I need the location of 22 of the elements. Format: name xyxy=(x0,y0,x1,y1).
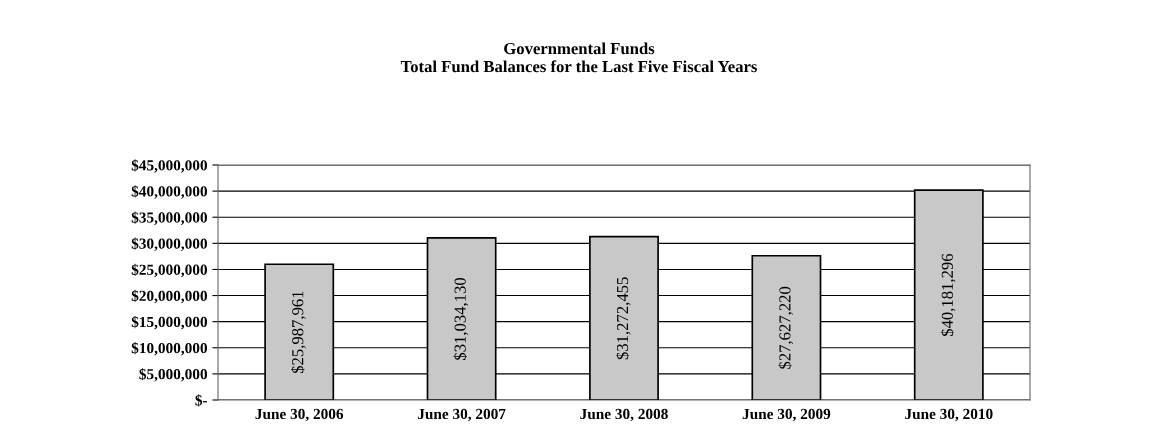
y-tick-label: $10,000,000 xyxy=(131,342,207,356)
y-tick-label: $45,000,000 xyxy=(131,159,207,173)
y-tick-label: $25,000,000 xyxy=(131,263,207,278)
data-label: $31,272,455 xyxy=(615,277,631,360)
data-label: $40,181,296 xyxy=(940,253,956,337)
y-tick-label: $35,000,000 xyxy=(131,211,207,225)
chart-title: Governmental Funds xyxy=(504,42,655,55)
data-label: $31,034,130 xyxy=(453,277,469,360)
y-tick-label: $5,000,000 xyxy=(139,368,207,382)
x-tick-label: June 30, 2009 xyxy=(742,408,831,422)
x-tick-label: June 30, 2010 xyxy=(905,408,993,422)
y-tick-label: $15,000,000 xyxy=(131,315,207,330)
y-tick-label: $30,000,000 xyxy=(131,237,207,251)
data-label: $25,987,961 xyxy=(291,291,306,374)
y-tick-label: $20,000,000 xyxy=(131,289,207,304)
x-tick-label: June 30, 2008 xyxy=(580,408,668,422)
y-tick-label: $40,000,000 xyxy=(131,185,207,199)
x-tick-label: June 30, 2006 xyxy=(255,408,344,422)
data-label: $27,627,220 xyxy=(778,286,793,369)
x-tick-label: June 30, 2007 xyxy=(417,408,506,422)
y-tick-label: $- xyxy=(195,394,208,407)
chart-subtitle: Total Fund Balances for the Last Five Fiscal Years xyxy=(400,60,757,73)
